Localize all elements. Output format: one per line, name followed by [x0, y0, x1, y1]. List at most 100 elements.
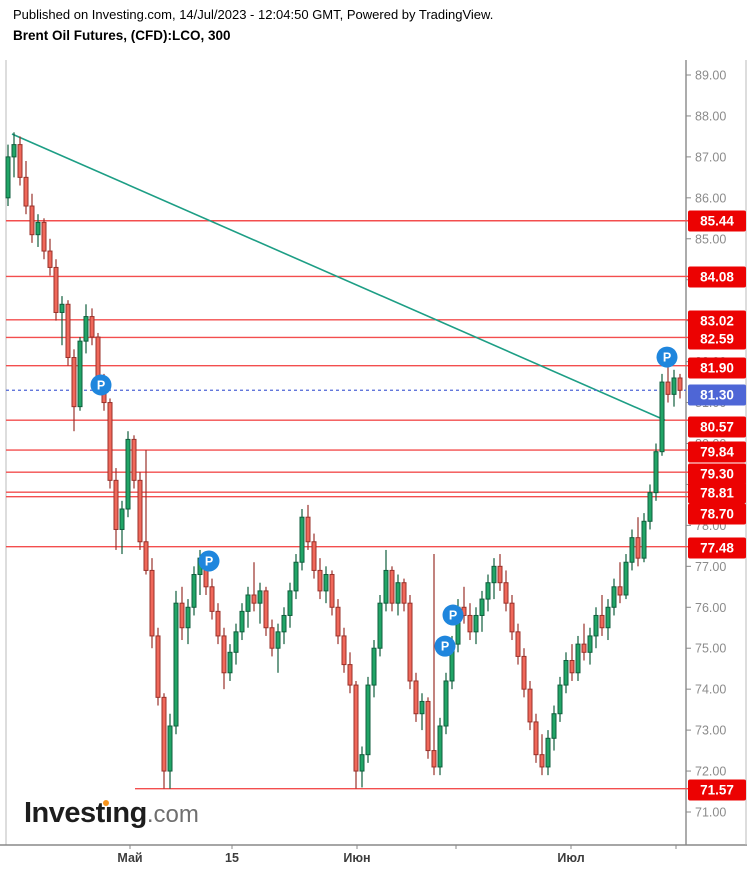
candle-body — [323, 574, 329, 592]
pivot-marker-icon[interactable] — [656, 346, 678, 368]
price-level-label-text: 85.44 — [700, 214, 734, 229]
pivot-marker-label: P — [205, 555, 213, 569]
candle-body — [5, 156, 11, 199]
candle-body — [107, 402, 113, 481]
candle-body — [131, 438, 137, 481]
candle-body — [665, 381, 671, 395]
candle-body — [287, 590, 293, 616]
candle-body — [65, 303, 71, 359]
candle-body — [389, 569, 395, 604]
candle-body — [53, 266, 59, 313]
candle-body — [383, 569, 389, 604]
candle-body — [11, 144, 17, 158]
instrument-title: Brent Oil Futures, (CFD):LCO, 300 — [13, 28, 231, 43]
x-axis-label: Май — [117, 851, 142, 865]
candle-body — [257, 590, 263, 604]
candle-body — [365, 684, 371, 756]
candle-body — [671, 377, 677, 395]
candle-body — [485, 582, 491, 600]
price-level-label-text: 81.90 — [700, 361, 734, 376]
candle-body — [413, 680, 419, 715]
candle-body — [575, 643, 581, 674]
candle-body — [281, 614, 287, 633]
price-level-label-text: 84.08 — [700, 270, 734, 285]
candle-body — [113, 479, 119, 530]
y-axis-label: 72.00 — [695, 765, 726, 779]
candle-body — [299, 516, 305, 563]
candle-body — [467, 614, 473, 633]
candle-body — [473, 614, 479, 633]
y-axis-label: 71.00 — [695, 805, 726, 819]
candle-body — [587, 635, 593, 653]
y-axis-label: 86.00 — [695, 191, 726, 205]
candle-body — [425, 700, 431, 752]
candle-body — [227, 651, 233, 674]
price-level-label — [688, 503, 746, 525]
candle-body — [599, 614, 605, 629]
y-axis-label: 87.00 — [695, 150, 726, 164]
candle-body — [143, 541, 149, 571]
y-axis-label: 75.00 — [695, 642, 726, 656]
candle-body — [317, 569, 323, 592]
logo-orange-dot-icon — [103, 800, 109, 806]
candle-body — [119, 508, 125, 530]
candle-body — [551, 713, 557, 739]
last-price-label — [688, 384, 746, 406]
price-level-label-text: 79.84 — [700, 445, 734, 460]
candle-body — [305, 516, 311, 543]
candle-body — [401, 582, 407, 604]
y-axis-label: 76.00 — [695, 601, 726, 615]
candle-body — [41, 221, 47, 252]
candle-body — [437, 725, 443, 768]
candle-body — [251, 594, 257, 604]
price-level-label-text: 78.81 — [700, 486, 734, 501]
candle-body — [209, 586, 215, 612]
logo-suffix: .com — [146, 801, 199, 828]
candle-body — [431, 750, 437, 768]
candle-body — [89, 316, 95, 338]
trendline[interactable] — [11, 133, 666, 421]
candle-body — [125, 438, 131, 510]
price-level-label-text: 83.02 — [700, 314, 734, 329]
candle-body — [497, 565, 503, 584]
candle-body — [677, 377, 683, 391]
candle-body — [293, 561, 299, 592]
candle-body — [215, 610, 221, 637]
pivot-marker-icon[interactable] — [434, 635, 456, 657]
candle-body — [155, 635, 161, 698]
candle-body — [239, 610, 245, 633]
pivot-marker-label: P — [441, 640, 449, 654]
x-axis-label: Июл — [557, 851, 584, 865]
candle-body — [29, 205, 35, 236]
candle-body — [311, 541, 317, 571]
price-level-label-text: 82.59 — [700, 332, 734, 347]
candle-body — [47, 250, 53, 268]
y-axis-label: 74.00 — [695, 683, 726, 697]
candle-body — [539, 754, 545, 768]
candle-body — [611, 586, 617, 608]
candle-body — [419, 700, 425, 715]
candle-body — [347, 664, 353, 686]
y-axis-label: 88.00 — [695, 109, 726, 123]
candle-body — [629, 537, 635, 563]
candle-body — [581, 643, 587, 653]
candle-body — [371, 647, 377, 686]
price-level-label-text: 80.57 — [700, 420, 734, 435]
price-level-label-text: 79.30 — [700, 467, 734, 482]
candle-body — [443, 680, 449, 727]
candle-body — [23, 176, 29, 207]
pivot-marker-icon[interactable] — [442, 604, 464, 626]
investing-logo: Investıng.com — [24, 797, 199, 831]
candle-body — [341, 635, 347, 666]
pivot-marker-icon[interactable] — [198, 550, 220, 572]
candle-body — [659, 381, 665, 453]
candle-body — [149, 569, 155, 637]
candle-body — [161, 696, 167, 772]
candle-body — [233, 631, 239, 653]
candle-body — [185, 606, 191, 629]
candle-body — [395, 582, 401, 604]
candle-body — [359, 754, 365, 772]
pivot-marker-icon[interactable] — [90, 374, 112, 396]
